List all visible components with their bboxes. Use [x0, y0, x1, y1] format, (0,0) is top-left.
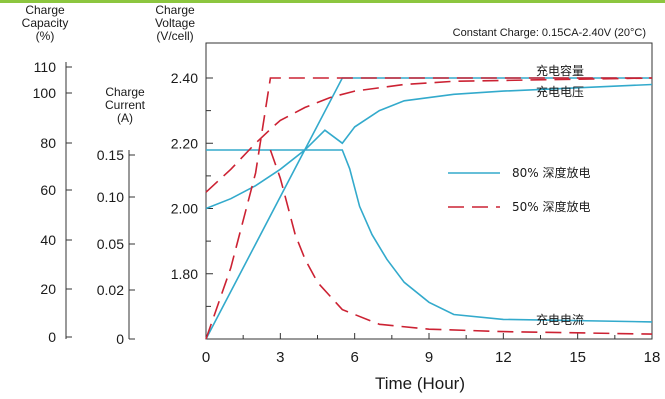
chart-header: Constant Charge: 0.15CA-2.40V (20°C) — [453, 27, 646, 39]
x-tick-label-18: 18 — [644, 349, 661, 366]
current-tick-label-0: 0 — [116, 331, 124, 347]
legend-label-1: 80% 深度放电 — [512, 165, 591, 180]
series-80pct-voltage-line — [205, 83, 653, 210]
series-50pct-current-line — [269, 149, 653, 335]
capacity-tick-label-80: 80 — [40, 135, 56, 151]
current-tick-label-0.10: 0.10 — [97, 189, 124, 205]
x-tick-label-0: 0 — [202, 349, 210, 366]
voltage-tick-label-2.40: 2.40 — [171, 70, 198, 86]
current-tick-label-0.05: 0.05 — [97, 236, 124, 252]
x-tick-label-3: 3 — [276, 349, 284, 366]
capacity-tick-label-0: 0 — [48, 329, 56, 345]
x-axis-title: Time (Hour) — [375, 374, 465, 393]
capacity-tick-label-20: 20 — [40, 281, 56, 297]
capacity-axis-title-line-1: Charge — [25, 3, 65, 17]
capacity-tick-label-60: 60 — [40, 182, 56, 198]
current-annotation: 充电电流 — [536, 312, 584, 327]
capacity-tick-label-100: 100 — [33, 85, 57, 101]
series-50pct-voltage-line — [205, 77, 653, 193]
top-accent-bar — [0, 0, 665, 3]
legend: 80% 深度放电 50% 深度放电 — [448, 165, 591, 214]
capacity-axis-title-line-3: (%) — [36, 29, 55, 43]
current-axis-title-line-3: (A) — [117, 111, 133, 125]
voltage-tick-label-2.20: 2.20 — [171, 135, 198, 151]
x-tick-label-15: 15 — [569, 349, 586, 366]
voltage-axis-title-line-3: (V/cell) — [156, 29, 193, 43]
voltage-annotation: 充电电压 — [536, 84, 584, 99]
capacity-annotation: 充电容量 — [536, 63, 584, 78]
capacity-tick-label-40: 40 — [40, 232, 56, 248]
capacity-axis-title-line-2: Capacity — [22, 16, 69, 30]
current-axis-title-line-2: Current — [105, 98, 146, 112]
capacity-tick-label-110: 110 — [34, 59, 57, 75]
current-tick-label-0.15: 0.15 — [97, 147, 124, 163]
voltage-tick-label-1.80: 1.80 — [171, 266, 198, 282]
current-tick-label-0.02: 0.02 — [97, 282, 124, 298]
series-50pct-capacity-line — [205, 77, 652, 340]
current-axis-title-line-1: Charge — [105, 85, 145, 99]
x-tick-label-9: 9 — [425, 349, 433, 366]
legend-label-2: 50% 深度放电 — [512, 199, 591, 214]
voltage-tick-label-2.00: 2.00 — [171, 201, 198, 217]
x-tick-label-12: 12 — [495, 349, 512, 366]
x-tick-label-6: 6 — [350, 349, 358, 366]
voltage-axis-title-line-1: Charge — [155, 3, 195, 17]
voltage-axis-title-line-2: Voltage — [155, 16, 195, 30]
series-80pct-current-line — [206, 149, 653, 323]
